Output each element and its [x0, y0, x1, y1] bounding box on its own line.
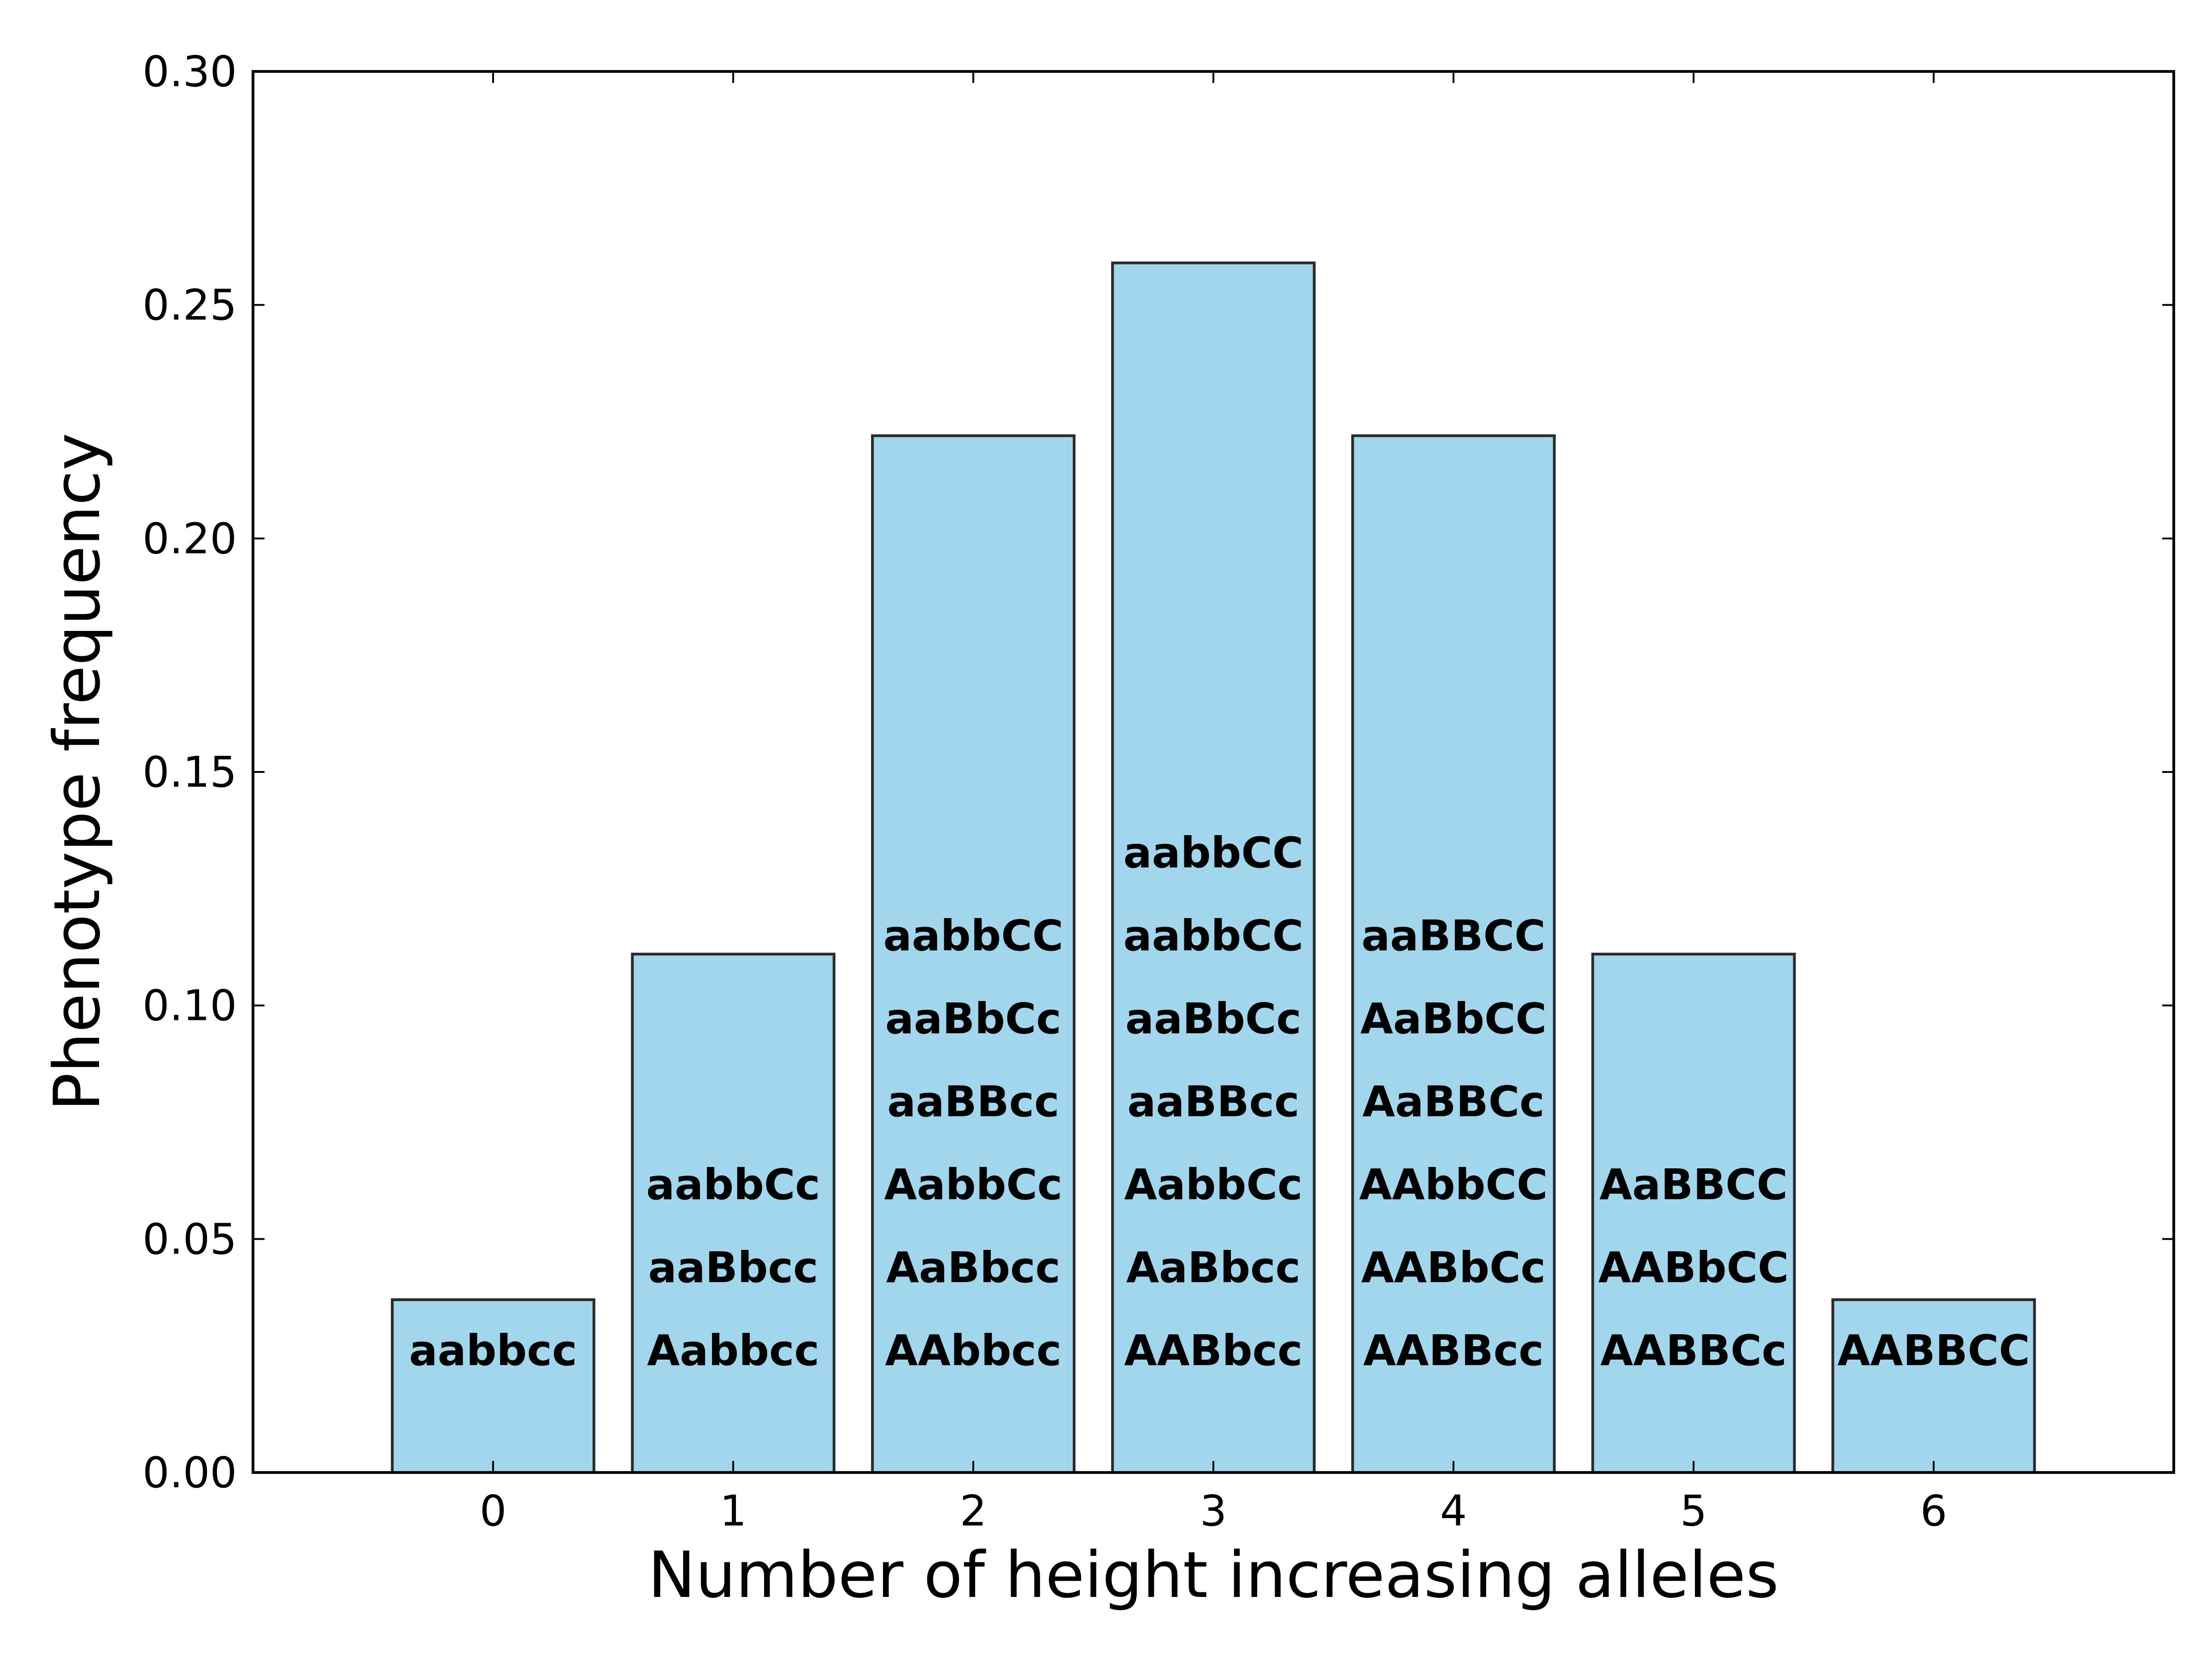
- bar-label: AABbCc: [1361, 1243, 1546, 1292]
- y-tick-label: 0.20: [142, 514, 237, 563]
- bar-label: aaBbCc: [885, 994, 1061, 1043]
- plot-frame: [252, 70, 2175, 1474]
- bar-label: aabbcc: [409, 1326, 577, 1375]
- bar-label: aabbCC: [883, 911, 1064, 960]
- bar-label: aaBBcc: [887, 1077, 1059, 1126]
- x-tick-label: 6: [1920, 1486, 1947, 1536]
- x-tick-label: 5: [1680, 1486, 1707, 1536]
- bar-label: aaBBCC: [1361, 911, 1545, 960]
- y-tick-label: 0.05: [142, 1214, 237, 1264]
- x-tick-label: 2: [960, 1486, 987, 1536]
- y-tick-label: 0.00: [142, 1448, 237, 1497]
- bar-3: [1111, 261, 1316, 1474]
- bar-label: aaBbCc: [1125, 994, 1301, 1043]
- bar-label: aabbCc: [646, 1160, 820, 1209]
- bar-label: AAbbCC: [1359, 1160, 1547, 1209]
- bar-1: [631, 953, 835, 1474]
- bar-label: AaBBCC: [1600, 1160, 1788, 1209]
- x-tick-label: 3: [1200, 1486, 1227, 1536]
- bar-label: AaBbCC: [1360, 994, 1547, 1043]
- x-axis-title: Number of height increasing alleles: [648, 1538, 1779, 1612]
- bar-2: [871, 434, 1076, 1474]
- bar-label: AabbCc: [1124, 1160, 1302, 1209]
- y-tick-label: 0.10: [142, 981, 237, 1031]
- bar-label: AAbbcc: [885, 1326, 1061, 1375]
- bar-4: [1351, 434, 1556, 1474]
- y-tick-label: 0.15: [142, 748, 237, 797]
- x-tick-label: 1: [720, 1486, 747, 1536]
- bar-5: [1591, 953, 1796, 1474]
- bar-label: aabbCC: [1124, 911, 1304, 960]
- bar-label: AabbCc: [884, 1160, 1062, 1209]
- bars-layer: [391, 261, 2036, 1474]
- bar-label: AaBbcc: [1126, 1243, 1300, 1292]
- bar-label: Aabbcc: [647, 1326, 819, 1375]
- bar-label: AABbCC: [1598, 1243, 1788, 1292]
- bar-label: AABBCC: [1837, 1326, 2030, 1375]
- bar-label: aabbCC: [1124, 828, 1304, 878]
- y-tick-label: 0.25: [142, 281, 237, 330]
- bar-label: AABBcc: [1363, 1326, 1544, 1375]
- bar-labels-layer: aabbcc Aabbcc aaBbcc aabbCc AAbbcc AaBbcc Aabb…: [409, 828, 2030, 1375]
- y-axis-title: Phenotype frequency: [40, 433, 114, 1111]
- bar-label: aaBBcc: [1127, 1077, 1299, 1126]
- bar-label: AaBBCc: [1362, 1077, 1545, 1126]
- bar-label: AaBbcc: [886, 1243, 1060, 1292]
- bar-label: AABbcc: [1124, 1326, 1302, 1375]
- bar-0: [391, 1298, 595, 1474]
- x-tick-label: 4: [1440, 1486, 1467, 1536]
- x-tick-label: 0: [480, 1486, 507, 1536]
- bar-label: AABBCc: [1600, 1326, 1787, 1375]
- y-tick-label: 0.30: [142, 47, 237, 96]
- bar-label: aaBbcc: [648, 1243, 818, 1292]
